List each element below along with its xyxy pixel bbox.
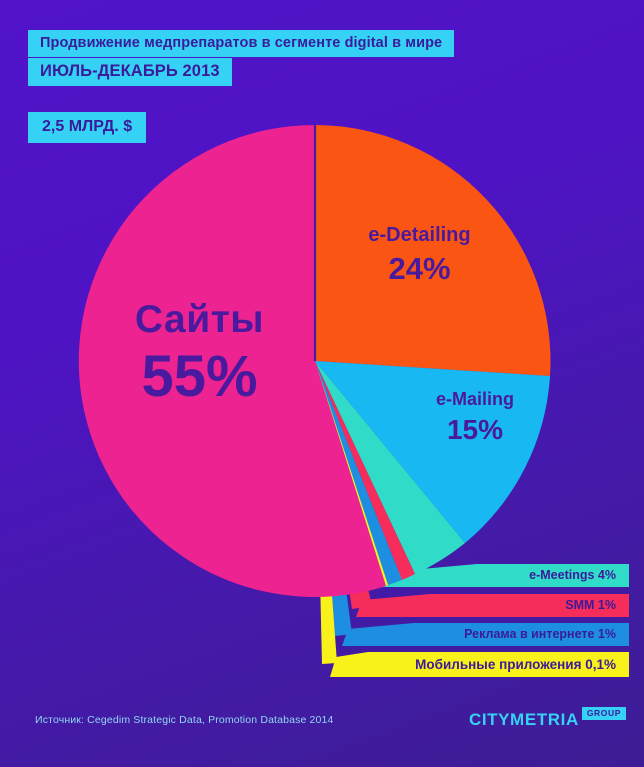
page-subtitle: ИЮЛЬ-ДЕКАБРЬ 2013 <box>28 57 232 86</box>
logo-group-badge: GROUP <box>581 707 626 720</box>
slice-mobile <box>315 361 388 586</box>
slice-internet <box>315 361 402 585</box>
page-title: Продвижение медпрепаратов в сегменте dig… <box>28 30 455 57</box>
slice-detailing <box>315 125 551 376</box>
total-amount-badge: 2,5 МЛРД. $ <box>28 112 147 143</box>
callout-internet: Реклама в интернете 1% <box>414 623 629 646</box>
source-note: Источник: Cegedim Strategic Data, Promot… <box>35 714 334 726</box>
slice-sites <box>78 124 386 597</box>
leader-mobile <box>330 652 368 677</box>
leader-smm <box>356 594 430 617</box>
slice-mailing <box>315 361 550 543</box>
callout-mobile: Мобильные приложения 0,1% <box>368 652 629 677</box>
leader-meetings <box>381 564 477 587</box>
callout-smm: SMM 1% <box>430 594 629 617</box>
slice-smm <box>315 361 415 580</box>
callout-meetings: e-Meetings 4% <box>477 564 629 587</box>
leader-internet <box>342 623 414 646</box>
logo-wordmark: CITYMETRIA <box>468 709 579 729</box>
header-block: Продвижение медпрепаратов в сегменте dig… <box>28 30 455 86</box>
brand-logo: CITYMETRIA GROUP <box>469 707 626 729</box>
slice-meetings <box>315 361 465 574</box>
